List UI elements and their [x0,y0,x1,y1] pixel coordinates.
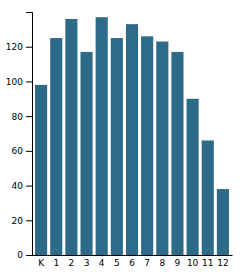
bar [156,42,168,255]
y-tick-mark [26,116,32,117]
x-axis-line [33,255,233,256]
x-tick: 2 [69,258,75,268]
bar [141,36,153,255]
y-axis-line [26,13,33,256]
x-tick-label: 9 [175,258,181,268]
x-tick-label: 1 [53,258,59,268]
bar [50,38,62,255]
bar [217,189,229,255]
bar [126,24,138,255]
bar [96,17,108,255]
y-tick: 120 [6,42,32,52]
x-tick-label: 3 [84,258,90,268]
x-tick-label: 2 [69,258,75,268]
x-tick-label: 10 [187,258,199,268]
bar [111,38,123,255]
x-tick-label: 6 [129,258,135,268]
y-tick-label: 120 [6,42,23,52]
x-tick-label: 8 [159,258,165,268]
y-axis: 0 20 40 60 80 100 120 [6,13,33,261]
y-tick: 0 [17,250,32,260]
x-tick: K [38,258,45,268]
y-tick: 20 [12,216,32,226]
y-tick-mark [26,186,32,187]
bar [202,140,214,255]
bar [65,19,77,255]
y-tick-mark [26,255,32,256]
x-tick-label: 5 [114,258,120,268]
x-tick-label: 12 [217,258,228,268]
x-tick: 8 [159,258,165,268]
x-tick: 11 [202,258,213,268]
x-tick: 10 [187,258,199,268]
y-tick-label: 20 [12,216,24,226]
y-tick: 100 [6,77,32,87]
x-tick: 7 [144,258,150,268]
x-axis: K123456789101112 [33,256,233,269]
y-tick: 80 [12,112,32,122]
x-tick: 4 [99,258,105,268]
y-tick-mark [26,220,32,221]
bar [171,52,183,255]
y-tick: 60 [12,146,32,156]
x-tick: 12 [217,258,228,268]
y-tick: 40 [12,181,32,191]
x-tick: 3 [84,258,90,268]
y-tick-label: 100 [6,77,23,87]
x-tick-label: 7 [144,258,150,268]
y-tick-mark [26,47,32,48]
x-tick-label: K [38,258,45,268]
bar [80,52,92,255]
x-tick-label: 11 [202,258,213,268]
x-tick: 5 [114,258,120,268]
bar [35,85,47,255]
x-tick: 9 [175,258,181,268]
y-tick-label: 0 [17,250,23,260]
bar [187,99,199,255]
bars [35,17,229,255]
y-tick-label: 60 [12,146,24,156]
x-tick: 6 [129,258,135,268]
x-tick: 1 [53,258,59,268]
y-tick-label: 40 [12,181,24,191]
chart: 020406080100120K123456789101112 [0,0,240,277]
plot: 020406080100120K123456789101112 [6,13,233,269]
y-tick-label: 80 [12,112,24,122]
y-tick-mark [26,151,32,152]
x-tick-label: 4 [99,258,105,268]
y-tick-mark [26,81,32,82]
